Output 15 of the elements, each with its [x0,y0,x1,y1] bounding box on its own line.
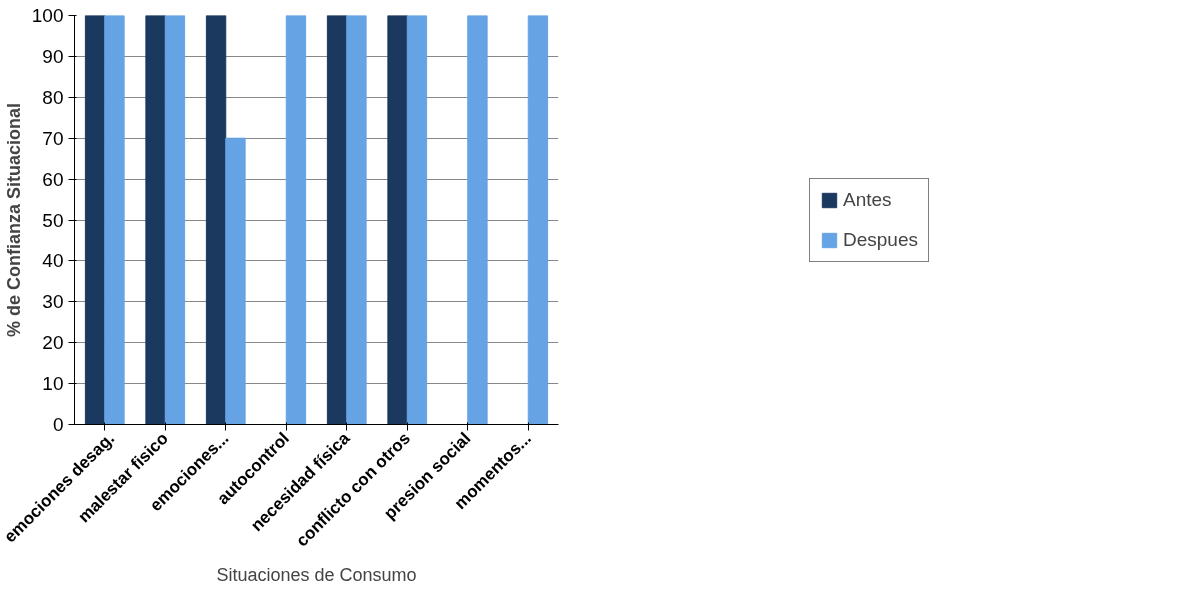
y-tick-label: 0 [52,414,64,435]
y-tick-label: 100 [31,5,64,26]
y-axis-title: % de Confianza Situacional [3,102,24,338]
legend-label: Antes [843,188,892,211]
y-tick-label: 70 [42,127,64,149]
y-tick-label: 90 [42,45,64,67]
y-tick-label: 40 [42,250,64,272]
y-tick-label: 10 [42,373,64,395]
y-tick-label: 50 [42,209,64,231]
y-tick-label: 20 [42,332,64,354]
y-tick-label: 60 [42,168,64,190]
legend-label: Despues [843,228,918,251]
y-tick-label: 80 [42,86,64,108]
x-axis-title: Situaciones de Consumo [216,565,417,586]
y-tick-label: 30 [42,291,64,313]
